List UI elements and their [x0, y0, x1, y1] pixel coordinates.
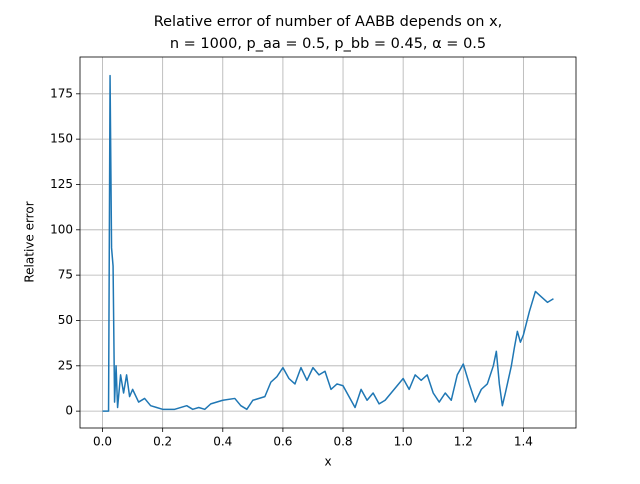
y-tick-label: 0 — [65, 404, 73, 418]
y-tick-label: 175 — [50, 86, 73, 100]
data-line — [102, 74, 554, 412]
plot-frame — [79, 56, 577, 429]
x-tick-label: 0.6 — [273, 435, 292, 449]
x-tick-label: 0.4 — [213, 435, 232, 449]
x-axis-label: x — [324, 455, 331, 469]
x-tick-label: 0.0 — [93, 435, 112, 449]
y-tick-label: 25 — [58, 358, 73, 372]
x-tick-label: 1.0 — [394, 435, 413, 449]
y-tick-label: 50 — [58, 313, 73, 327]
y-tick-label: 125 — [50, 177, 73, 191]
y-tick-label: 100 — [50, 222, 73, 236]
y-tick-label: 75 — [58, 268, 73, 282]
x-tick-label: 1.4 — [514, 435, 533, 449]
x-tick-label: 0.2 — [153, 435, 172, 449]
x-tick-label: 1.2 — [454, 435, 473, 449]
y-tick-label: 150 — [50, 132, 73, 146]
y-axis-label: Relative error — [23, 201, 37, 282]
chart-title: n = 1000, p_aa = 0.5, p_bb = 0.45, α = 0… — [170, 36, 486, 52]
x-tick-label: 0.8 — [333, 435, 352, 449]
chart-title: Relative error of number of AABB depends… — [154, 14, 503, 30]
